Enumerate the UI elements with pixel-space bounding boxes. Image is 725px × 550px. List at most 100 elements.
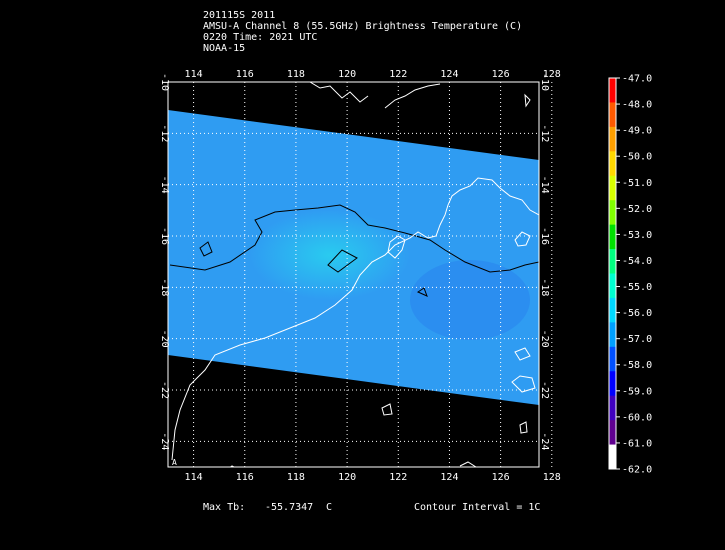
lon-tick-label: 128 [543,472,561,483]
colorbar-swatch [609,420,616,446]
colorbar-label: -57.0 [622,334,652,345]
colorbar-label: -59.0 [622,386,652,397]
colorbar-label: -55.0 [622,282,652,293]
contour-closed [199,241,213,257]
lon-tick-label: 114 [185,69,203,80]
colorbar-swatch [609,200,616,226]
product-title: AMSU-A Channel 8 (55.5GHz) Brightness Te… [203,21,523,32]
lon-tick-label: 120 [338,472,356,483]
lon-tick-label: 126 [492,69,510,80]
colorbar-swatch [609,249,616,274]
colorbar-swatch [609,395,616,421]
lat-tick-label: -16 [539,227,550,245]
longitude-labels-bottom: 114 116 118 120 122 124 126 128 [185,472,561,483]
colorbar-label: -51.0 [622,178,652,189]
coastline [514,231,531,247]
lat-tick-label: -18 [539,278,550,296]
lat-tick-label: -24 [159,432,170,450]
contour-interval: Contour Interval = 1C [414,502,541,513]
colorbar [609,78,616,470]
colorbar-label: -48.0 [622,100,652,111]
colorbar-label: -54.0 [622,256,652,267]
coastline [229,465,236,467]
colorbar-label: -58.0 [622,360,652,371]
lat-tick-label: -18 [159,278,170,296]
latitude-labels-left: -10 -12 -14 -16 -18 -20 -22 -24 [159,73,170,450]
max-tb-label: Max Tb: [203,502,246,513]
storm-id-line: 201115S 2011 [203,10,276,21]
lon-tick-label: 126 [492,472,510,483]
colorbar-swatch [609,102,616,128]
time-line: 0220 Time: 2021 UTC [203,32,318,43]
longitude-labels-top: 114 116 118 120 122 124 126 128 [185,69,561,80]
corner-label: A [172,458,177,467]
lat-tick-label: -12 [159,124,170,142]
colorbar-swatch [609,126,616,152]
lat-tick-label: -12 [539,124,550,142]
lat-tick-label: -24 [539,432,550,450]
coastline [171,177,539,461]
lat-tick-label: -16 [159,227,170,245]
cool-region [410,260,530,340]
map-header: 201115S 2011 AMSU-A Channel 8 (55.5GHz) … [203,10,522,54]
colorbar-swatch [609,297,616,323]
colorbar-swatch [609,346,616,372]
lon-tick-label: 116 [236,472,254,483]
contour-closed [327,249,358,273]
colorbar-label: -61.0 [622,438,652,449]
max-tb-unit: C [326,502,333,513]
colorbar-swatch [609,273,616,299]
lat-tick-label: -20 [159,330,170,348]
colorbar-label: -49.0 [622,126,652,137]
colorbar-swatch [609,78,616,103]
lat-tick-label: -10 [539,73,550,91]
colorbar-swatch [609,151,616,177]
colorbar-swatch [609,371,616,397]
plot-area [168,82,539,467]
lon-tick-label: 118 [287,69,305,80]
coastline [309,82,369,103]
coastline [381,403,393,416]
lon-tick-label: 122 [389,69,407,80]
colorbar-label: -56.0 [622,308,652,319]
plot-frame [167,81,540,468]
colorbar-label: -50.0 [622,152,652,163]
lon-tick-label: 124 [440,69,458,80]
lon-tick-label: 118 [287,472,305,483]
colorbar-label: -52.0 [622,204,652,215]
lon-tick-label: 116 [236,69,254,80]
lat-tick-label: -20 [539,330,550,348]
lon-tick-label: 114 [185,472,203,483]
colorbar-label: -47.0 [622,74,652,85]
coastline [524,93,531,108]
lat-tick-label: -22 [539,381,550,399]
colorbar-swatch [609,322,616,348]
lat-tick-label: -22 [159,381,170,399]
lat-tick-label: -14 [159,176,170,194]
lat-tick-label: -14 [539,176,550,194]
colorbar-label: -60.0 [622,412,652,423]
colorbar-swatch [609,175,616,201]
lon-tick-label: 124 [440,472,458,483]
colorbar-labels: -47.0 -48.0 -49.0 -50.0 -51.0 -52.0 -53.0 -54.0… [616,74,652,476]
max-tb-value: -55.7347 [265,502,314,513]
warm-core-region [250,210,410,300]
colorbar-swatch [609,444,616,470]
satellite-name: NOAA-15 [203,43,246,54]
colorbar-swatch [609,224,616,250]
colorbar-frame [608,77,617,470]
coastline [519,421,528,434]
contour-closed [416,287,428,297]
coastline [459,461,477,467]
contour-line [169,204,539,273]
lon-tick-label: 120 [338,69,356,80]
lon-tick-label: 122 [389,472,407,483]
coastline [384,83,441,109]
colorbar-label: -53.0 [622,230,652,241]
coastline [514,347,531,361]
latitude-labels-right: -10 -12 -14 -16 -18 -20 -22 -24 [539,73,550,450]
lat-lon-grid [168,81,553,467]
coastline [387,235,406,259]
lat-tick-label: -10 [159,73,170,91]
